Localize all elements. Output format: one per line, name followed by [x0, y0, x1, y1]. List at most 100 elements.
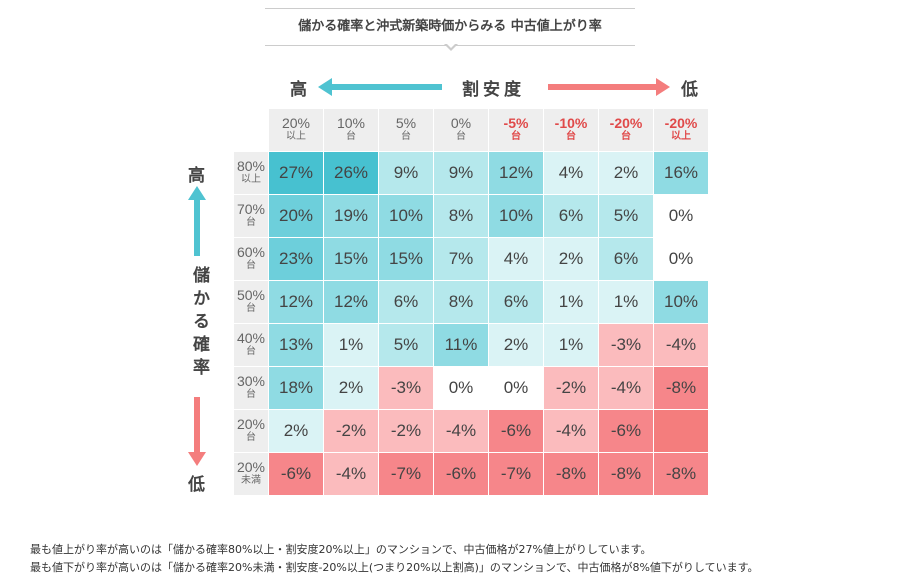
- row-header: 80% 以上: [233, 151, 269, 195]
- heatmap-cell: 8%: [433, 280, 489, 324]
- heatmap-cell: 0%: [653, 194, 709, 238]
- heatmap-cell: 2%: [543, 237, 599, 281]
- heatmap-cell: 4%: [543, 151, 599, 195]
- heatmap-cell: -2%: [323, 409, 379, 453]
- heatmap-cell: 10%: [378, 194, 434, 238]
- heatmap-table: 20% 以上 10% 台 5% 台 0% 台 -5% 台 -10% 台 -20% 台 -20% 以上 80% 以…: [233, 108, 709, 496]
- heatmap-cell: 27%: [268, 151, 324, 195]
- heatmap-cell: 6%: [488, 280, 544, 324]
- heatmap-cell: 2%: [598, 151, 654, 195]
- row-header-main: 80%: [236, 158, 266, 174]
- heatmap-cell: 18%: [268, 366, 324, 410]
- right-arrow-shaft: [548, 84, 658, 90]
- heatmap-cell: 20%: [268, 194, 324, 238]
- row-header-sub: 未満: [241, 475, 261, 486]
- note-1: 最も値上がり率が高いのは「儲かる確率80%以上・割安度20%以上」のマンションで…: [30, 543, 652, 556]
- column-header-sub: 台: [401, 131, 411, 142]
- down-arrow-icon: [188, 452, 206, 466]
- heatmap-cell: 23%: [268, 237, 324, 281]
- table-row: 60% 台 23% 15% 15% 7% 4% 2% 6% 0%: [233, 237, 709, 281]
- row-header-main: 50%: [236, 287, 266, 303]
- heatmap-cell: -4%: [433, 409, 489, 453]
- left-arrow-icon: [318, 78, 332, 96]
- right-arrow-icon: [656, 78, 670, 96]
- heatmap-cell: 12%: [488, 151, 544, 195]
- row-header: 30% 台: [233, 366, 269, 410]
- y-axis-high-label: 高: [188, 166, 205, 186]
- chart-title: 儲かる確率と沖式新築時価からみる 中古値上がり率: [265, 8, 635, 46]
- row-header: 20% 未満: [233, 452, 269, 496]
- title-pointer-inner: [446, 43, 456, 48]
- row-header-sub: 台: [246, 260, 256, 271]
- column-header-main: 0%: [450, 115, 472, 131]
- table-row: 80% 以上 27% 26% 9% 9% 12% 4% 2% 16%: [233, 151, 709, 195]
- column-header-row: 20% 以上 10% 台 5% 台 0% 台 -5% 台 -10% 台 -20% 台 -20% 以上: [233, 108, 709, 152]
- heatmap-cell: 7%: [433, 237, 489, 281]
- heatmap-cell: -7%: [488, 452, 544, 496]
- left-arrow-shaft: [330, 84, 442, 90]
- column-header: 5% 台: [378, 108, 434, 152]
- heatmap-cell: 6%: [378, 280, 434, 324]
- heatmap-cell: 10%: [653, 280, 709, 324]
- row-header-sub: 台: [246, 432, 256, 443]
- heatmap-cell: 5%: [378, 323, 434, 367]
- row-header-main: 30%: [236, 373, 266, 389]
- heatmap-cell: 2%: [268, 409, 324, 453]
- row-header-sub: 台: [246, 346, 256, 357]
- column-header-main: -5%: [503, 115, 529, 131]
- y-axis-label: 儲かる確率: [186, 266, 210, 389]
- heatmap-cell: -6%: [268, 452, 324, 496]
- column-header-sub: 以上: [671, 131, 691, 142]
- heatmap-cell: 12%: [268, 280, 324, 324]
- row-header-main: 20%: [236, 416, 266, 432]
- heatmap-cell: 0%: [433, 366, 489, 410]
- table-row: 50% 台 12% 12% 6% 8% 6% 1% 1% 10%: [233, 280, 709, 324]
- row-header-sub: 台: [246, 389, 256, 400]
- row-header-main: 70%: [236, 201, 266, 217]
- column-header-main: 10%: [336, 115, 366, 131]
- heatmap-cell: -4%: [653, 323, 709, 367]
- heatmap-cell: 9%: [433, 151, 489, 195]
- corner-cell: [233, 108, 269, 152]
- column-header: -10% 台: [543, 108, 599, 152]
- row-header-main: 40%: [236, 330, 266, 346]
- x-axis-low-label: 低: [681, 80, 698, 100]
- heatmap-cell: 16%: [653, 151, 709, 195]
- heatmap-cell: -2%: [378, 409, 434, 453]
- row-header: 60% 台: [233, 237, 269, 281]
- heatmap-cell: 5%: [598, 194, 654, 238]
- heatmap-cell: 1%: [598, 280, 654, 324]
- column-header-sub: 台: [566, 131, 576, 142]
- heatmap-cell: 0%: [653, 237, 709, 281]
- row-header-sub: 台: [246, 303, 256, 314]
- heatmap-cell: 1%: [543, 323, 599, 367]
- column-header: -20% 以上: [653, 108, 709, 152]
- heatmap-cell: -4%: [323, 452, 379, 496]
- heatmap-cell: 15%: [378, 237, 434, 281]
- heatmap-cell: 6%: [598, 237, 654, 281]
- row-header-sub: 以上: [241, 174, 261, 185]
- column-header: 0% 台: [433, 108, 489, 152]
- column-header: -5% 台: [488, 108, 544, 152]
- row-header-sub: 台: [246, 217, 256, 228]
- row-header: 70% 台: [233, 194, 269, 238]
- heatmap-cell: -6%: [488, 409, 544, 453]
- heatmap-cell: 11%: [433, 323, 489, 367]
- row-header-main: 60%: [236, 244, 266, 260]
- heatmap-cell: 15%: [323, 237, 379, 281]
- up-arrow-shaft: [194, 198, 200, 256]
- heatmap-cell: -4%: [598, 366, 654, 410]
- heatmap-cell: 1%: [323, 323, 379, 367]
- column-header-main: -10%: [554, 115, 588, 131]
- column-header-sub: 台: [511, 131, 521, 142]
- heatmap-cell: 19%: [323, 194, 379, 238]
- heatmap-cell: 0%: [488, 366, 544, 410]
- y-axis-label-text: 儲かる確率: [189, 266, 209, 381]
- heatmap-cell: 2%: [323, 366, 379, 410]
- heatmap-cell: 13%: [268, 323, 324, 367]
- heatmap-cell: 10%: [488, 194, 544, 238]
- heatmap-cell: 6%: [543, 194, 599, 238]
- column-header-sub: 以上: [286, 131, 306, 142]
- heatmap-cell: -8%: [543, 452, 599, 496]
- heatmap-cell: 9%: [378, 151, 434, 195]
